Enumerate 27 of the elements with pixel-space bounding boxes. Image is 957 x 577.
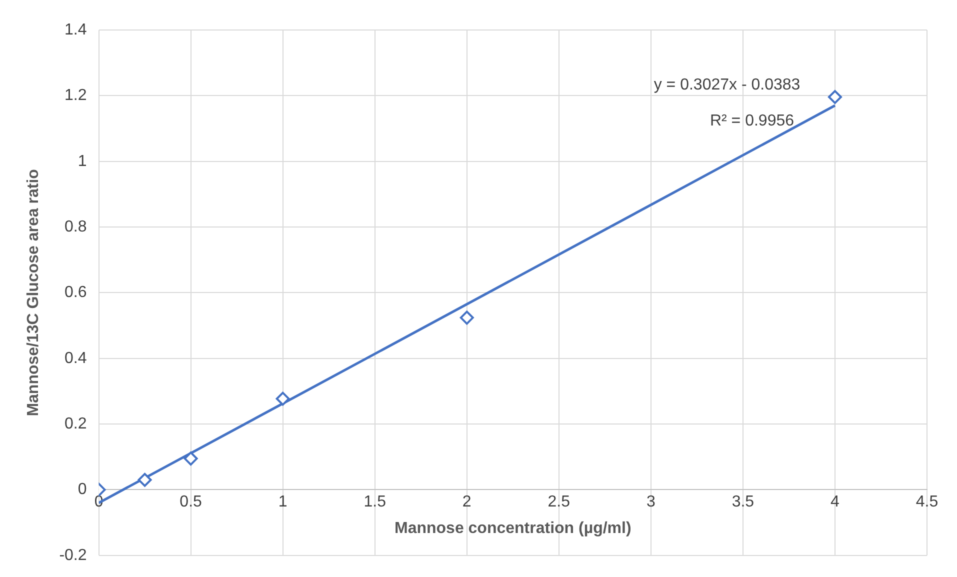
y-tick-label: 0 bbox=[78, 481, 87, 498]
point bbox=[138, 472, 152, 487]
y-tick-label: 0.8 bbox=[64, 218, 87, 236]
annotation: R² = 0.9956 bbox=[710, 112, 794, 130]
y-tick-label: 0.2 bbox=[64, 415, 87, 432]
x-tick-label: 4 bbox=[830, 494, 840, 511]
y-tick-label: 1.4 bbox=[64, 21, 87, 38]
y-tick-label: 0.4 bbox=[64, 350, 87, 367]
y-tick-label: 1.2 bbox=[64, 87, 87, 104]
point bbox=[828, 90, 842, 104]
y-tick-label: -0.2 bbox=[59, 546, 87, 564]
x-tick-label: 0.5 bbox=[180, 494, 202, 511]
x-tick-label: 1.5 bbox=[364, 494, 386, 511]
y-axis-title: Mannose/13C Glucose area ratio bbox=[25, 168, 42, 416]
point bbox=[460, 310, 474, 325]
x-axis-title: Mannose concentration (µg/ml) bbox=[394, 520, 632, 537]
annotation: y = 0.3027x - 0.0383 bbox=[654, 76, 800, 94]
x-tick-label: 2.5 bbox=[548, 494, 570, 511]
y-tick-label: 0.6 bbox=[64, 284, 87, 302]
point bbox=[184, 452, 198, 466]
x-tick-label: 2 bbox=[462, 494, 472, 511]
x-tick-label: 4.5 bbox=[916, 494, 938, 511]
point bbox=[276, 392, 290, 406]
x-tick-label: 3 bbox=[646, 494, 656, 511]
y-tick-label: 1 bbox=[78, 152, 87, 170]
x-tick-label: 1 bbox=[278, 494, 288, 511]
x-tick-label: 3.5 bbox=[732, 494, 754, 511]
